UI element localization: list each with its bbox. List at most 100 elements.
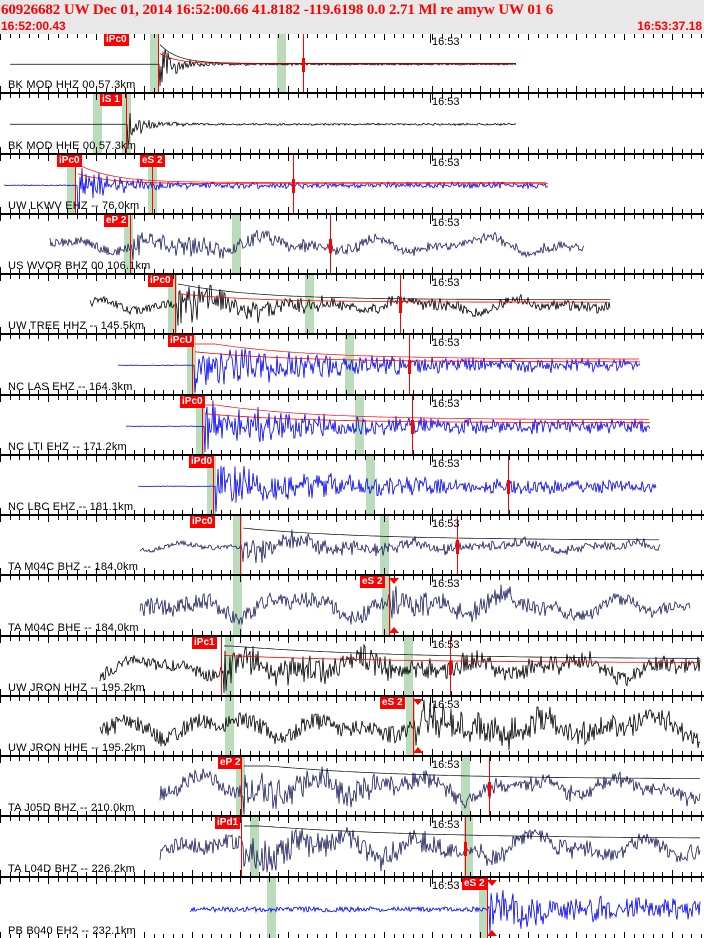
pick-line[interactable]: [152, 154, 153, 213]
pick-label[interactable]: iPc0: [180, 395, 205, 408]
pick-marker-bottom-icon: [413, 747, 423, 754]
trace-row[interactable]: iPc0 16:53 NC LTI EHZ -- 171.2km: [0, 395, 704, 456]
time-axis-ticks: [0, 395, 704, 402]
amplitude-handle[interactable]: [399, 299, 402, 314]
station-label[interactable]: TA J05D BHZ -- 210.0km: [8, 802, 135, 815]
station-label[interactable]: NC LTI EHZ -- 171.2km: [8, 440, 127, 453]
station-label[interactable]: BK MOD HHZ 00 57.3km: [8, 79, 136, 92]
waveform-plot: [137, 465, 657, 512]
pick-line[interactable]: [221, 636, 222, 695]
waveform-plot: [49, 229, 585, 261]
hour-tick-label: 16:53: [432, 759, 460, 772]
pick-label[interactable]: iPc0: [148, 275, 173, 288]
trace-row[interactable]: iPc0 16:53 UW TREE HHZ -- 145.5km: [0, 275, 704, 336]
pick-line[interactable]: [175, 275, 176, 334]
waveform-plot: [10, 44, 517, 87]
amplitude-handle[interactable]: [488, 781, 491, 796]
trace-row[interactable]: iPd0 16:53 NC LBC EHZ -- 181.1km: [0, 455, 704, 517]
amplitude-handle[interactable]: [507, 480, 510, 495]
station-label[interactable]: TA M04C BHZ -- 184.0km: [8, 561, 139, 574]
pick-label[interactable]: iPc0: [190, 516, 215, 529]
time-axis-ticks: [0, 327, 704, 334]
hour-tick-label: 16:53: [432, 337, 460, 350]
station-label[interactable]: US WVOR BHZ 00 106.1km: [8, 260, 151, 273]
time-axis-ticks: [0, 455, 704, 462]
trace-row[interactable]: eP 2 16:53 US WVOR BHZ 00 106.1km: [0, 214, 704, 276]
pick-label[interactable]: eS 2: [462, 877, 487, 890]
pick-label[interactable]: iS 1: [100, 94, 122, 107]
pick-line[interactable]: [192, 335, 193, 394]
pick-label[interactable]: eS 2: [140, 154, 165, 167]
trace-row[interactable]: eP 2 16:53 TA J05D BHZ -- 210.0km: [0, 757, 704, 818]
station-label[interactable]: PB B040 EH2 -- 232.1km: [8, 924, 136, 937]
candidate-band: [267, 877, 276, 938]
station-label[interactable]: UW JRON HHE -- 195.2km: [8, 742, 146, 755]
pick-label[interactable]: eP 2: [104, 214, 129, 227]
pick-label[interactable]: eS 2: [380, 696, 405, 709]
station-label[interactable]: NC LBC EHZ -- 181.1km: [8, 501, 134, 514]
pick-marker-top-icon: [487, 879, 497, 886]
pick-label[interactable]: iPc0: [104, 34, 129, 46]
trace-row[interactable]: eS 2 16:53 UW JRON HHE -- 195.2km: [0, 696, 704, 758]
pick-label[interactable]: eS 2: [360, 576, 385, 589]
amplitude-handle[interactable]: [292, 178, 295, 193]
pick-line[interactable]: [75, 154, 76, 213]
pick-line[interactable]: [487, 877, 488, 938]
pick-line[interactable]: [202, 395, 203, 454]
time-axis-ticks: [0, 931, 704, 938]
trace-row[interactable]: iPc1 16:53 UW JRON HHZ -- 195.2km: [0, 636, 704, 697]
pick-line[interactable]: [213, 455, 214, 515]
pick-label[interactable]: iPd0: [189, 455, 215, 468]
station-label[interactable]: UW LKWV EHZ -- 76.0km: [8, 199, 140, 212]
pick-line[interactable]: [241, 817, 242, 876]
trace-row[interactable]: iS 1 16:53 BK MOD HHE 00 57.3km: [0, 94, 704, 155]
station-label[interactable]: BK MOD HHE 00 57.3km: [8, 139, 137, 152]
amplitude-handle[interactable]: [456, 540, 459, 555]
time-axis-ticks: [0, 757, 704, 764]
pick-label[interactable]: iPd1: [215, 817, 241, 830]
station-label[interactable]: TA L04D BHZ -- 226.2km: [8, 862, 136, 875]
station-label[interactable]: UW TREE HHZ -- 145.5km: [8, 320, 145, 333]
station-label[interactable]: UW JRON HHZ -- 195.2km: [8, 681, 146, 694]
amplitude-handle[interactable]: [411, 419, 414, 434]
candidate-band: [345, 335, 354, 394]
hour-tick-label: 16:53: [432, 879, 460, 892]
amplitude-handle[interactable]: [408, 359, 411, 374]
time-axis-ticks: [0, 214, 704, 221]
candidate-band: [406, 696, 415, 756]
trace-panel-stack[interactable]: iPc0 16:53 BK MOD HHZ 00 57.3km iS 1 16:53 BK…: [0, 34, 704, 938]
trace-row[interactable]: eS 2 16:53 TA M04C BHE -- 184.0km: [0, 576, 704, 637]
candidate-band: [150, 34, 159, 93]
pick-label[interactable]: eP 2: [218, 757, 243, 770]
amplitude-handle[interactable]: [464, 841, 467, 856]
trace-row[interactable]: iPc0 16:53 BK MOD HHZ 00 57.3km: [0, 34, 704, 95]
pick-label[interactable]: iPcU: [168, 335, 195, 348]
amplitude-handle[interactable]: [302, 58, 305, 73]
window-start-time: 16:52:00.43: [1, 19, 66, 33]
pick-line[interactable]: [130, 214, 131, 274]
pick-line[interactable]: [158, 34, 159, 93]
amplitude-handle[interactable]: [449, 660, 452, 675]
waveform-plot: [118, 343, 641, 393]
hour-tick-label: 16:53: [432, 457, 460, 470]
station-label[interactable]: NC LAS EHZ -- 164.3km: [8, 380, 133, 393]
time-axis-ticks: [0, 636, 704, 643]
station-label[interactable]: TA M04C BHE -- 184.0km: [8, 621, 139, 634]
pick-label[interactable]: iPc0: [57, 154, 82, 167]
trace-row[interactable]: iPc0 eS 2 16:53 UW LKWV EHZ -- 76.0km: [0, 154, 704, 215]
pick-line[interactable]: [241, 757, 242, 816]
pick-marker-bottom-icon: [389, 626, 399, 633]
trace-row[interactable]: iPc0 16:53 TA M04C BHZ -- 184.0km: [0, 516, 704, 577]
trace-row[interactable]: iPd1 16:53 TA L04D BHZ -- 226.2km: [0, 817, 704, 878]
amplitude-handle[interactable]: [329, 239, 332, 254]
pick-line[interactable]: [413, 696, 414, 756]
trace-row[interactable]: eS 2 16:53 PB B040 EH2 -- 232.1km: [0, 877, 704, 938]
hour-tick-mark: [430, 516, 431, 526]
pick-line[interactable]: [126, 94, 127, 153]
pick-line[interactable]: [389, 576, 390, 635]
pick-line[interactable]: [240, 516, 241, 575]
trace-row[interactable]: iPcU 16:53 NC LAS EHZ -- 164.3km: [0, 335, 704, 396]
hour-tick-mark: [430, 34, 431, 43]
pick-label[interactable]: iPc1: [192, 636, 217, 649]
